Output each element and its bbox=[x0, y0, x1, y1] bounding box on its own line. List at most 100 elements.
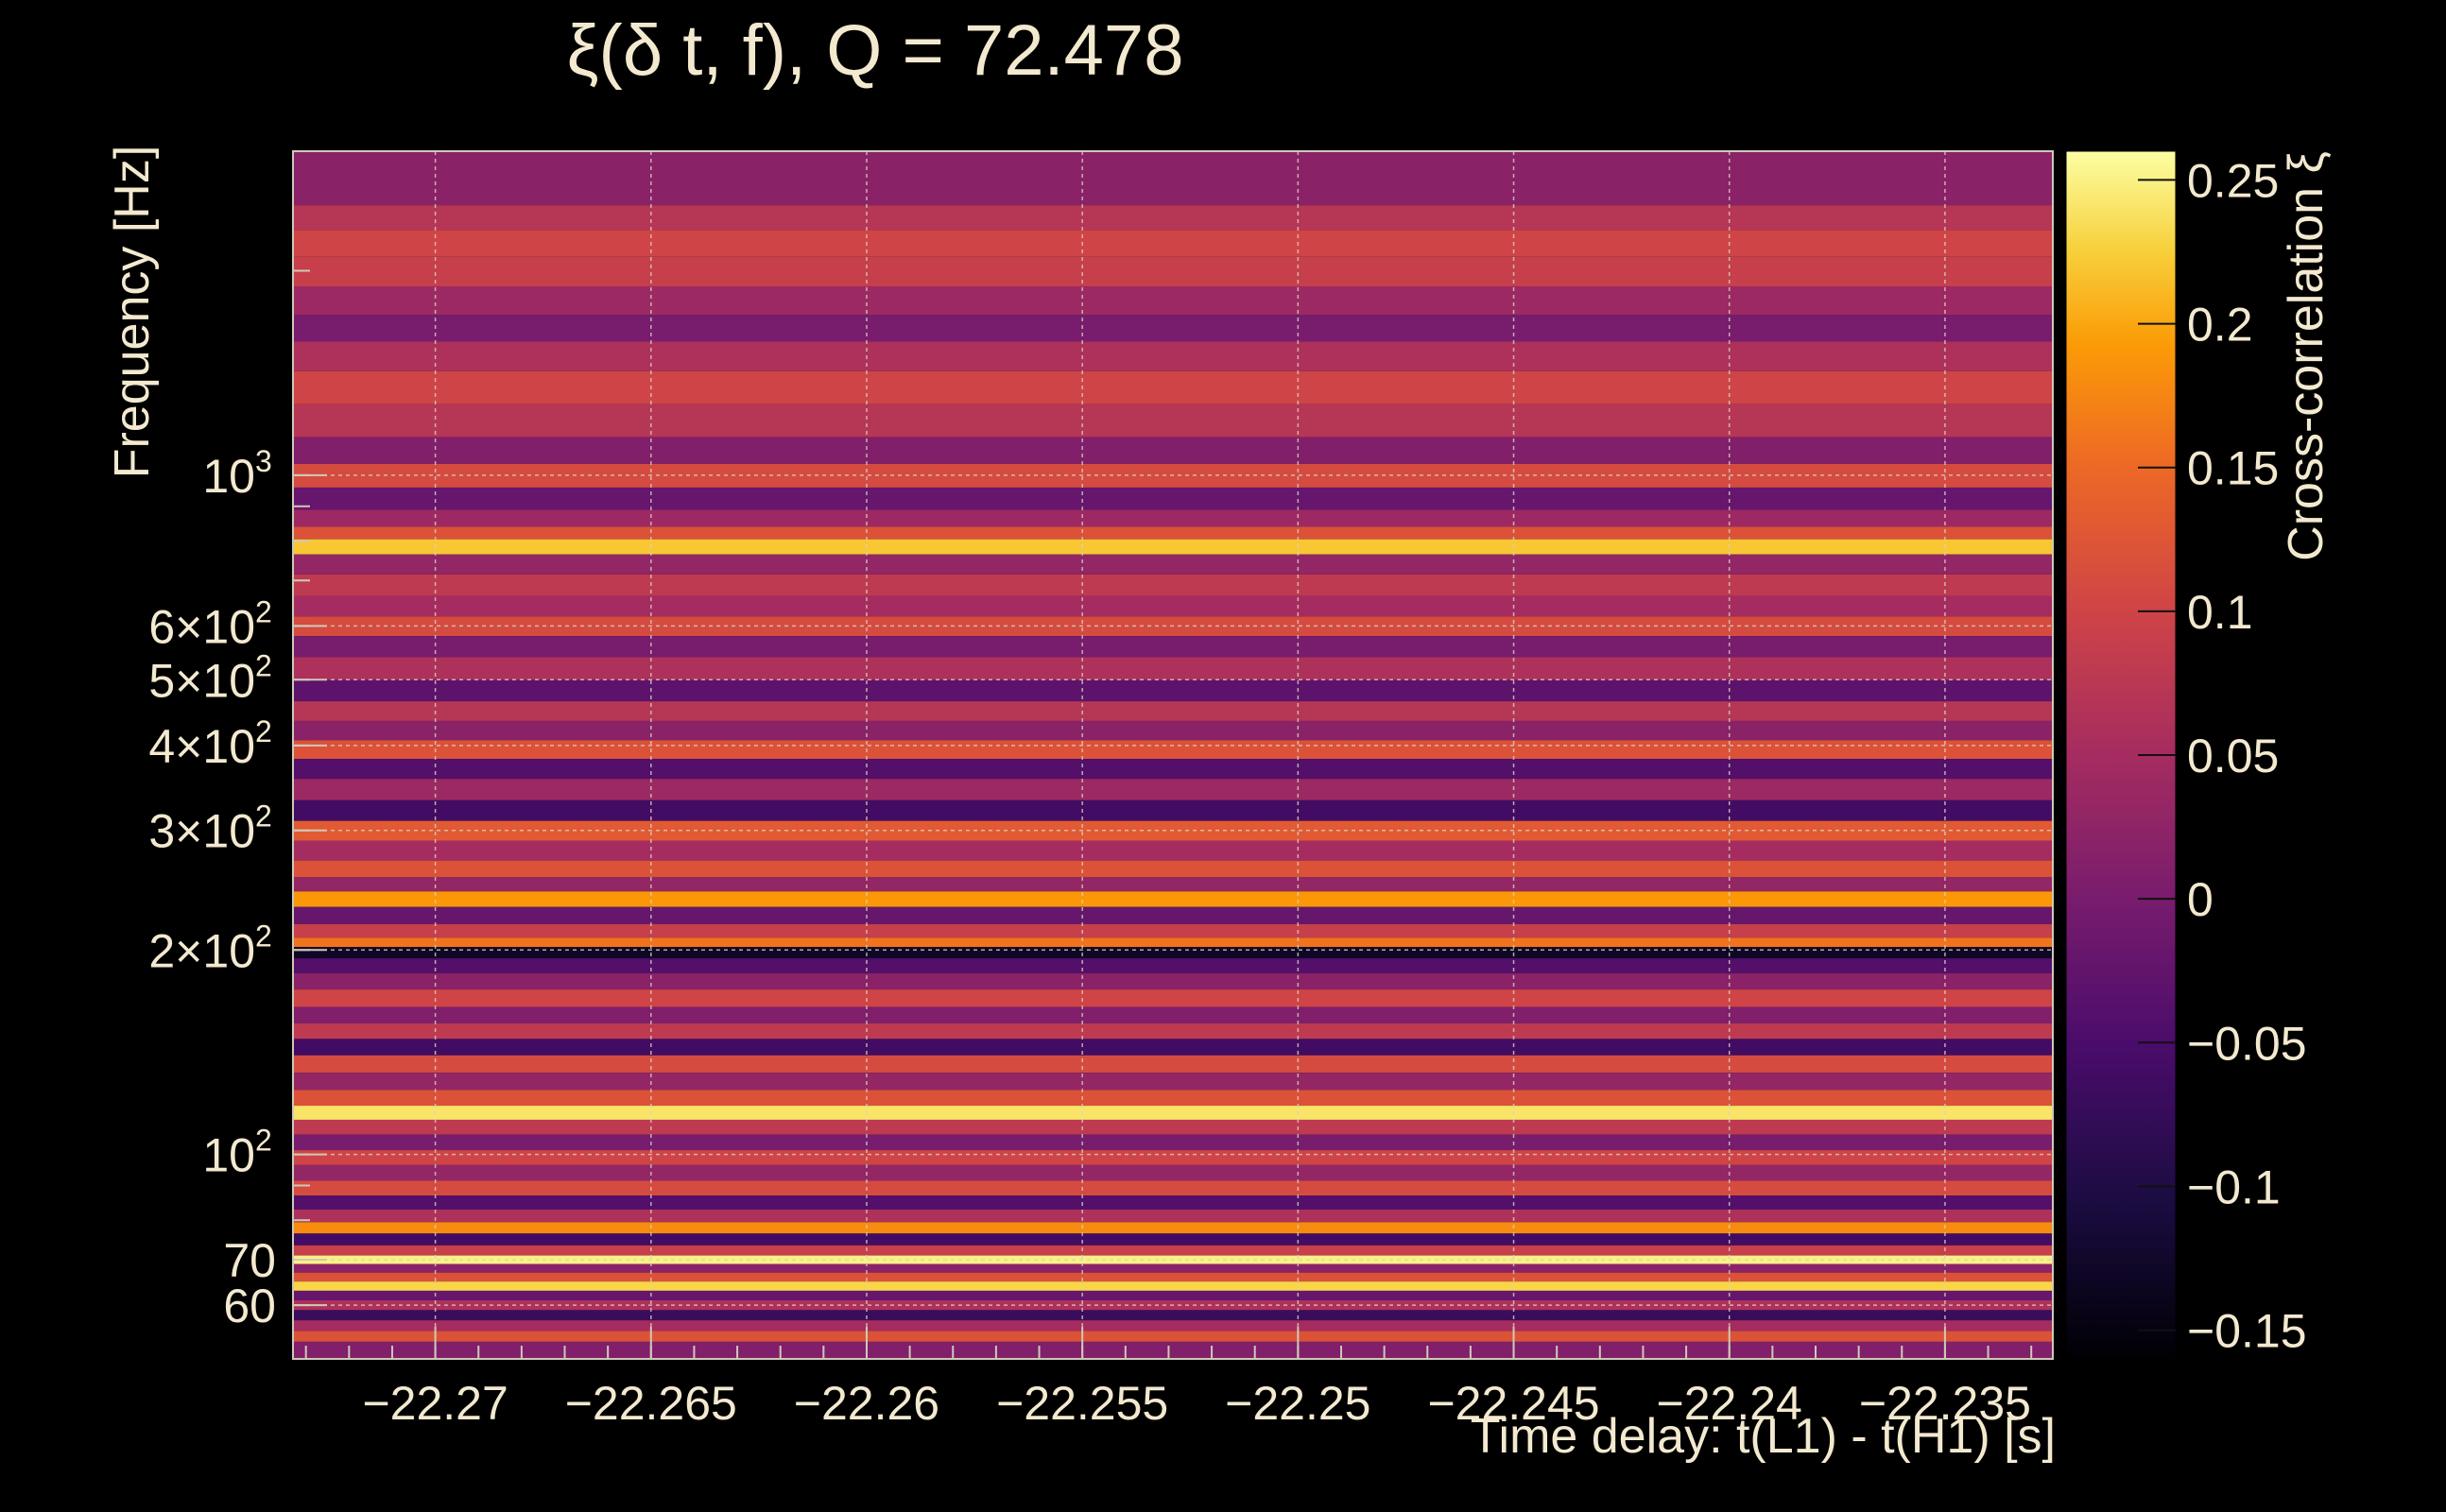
heatmap-row bbox=[293, 230, 2053, 257]
heatmap-row bbox=[293, 1119, 2053, 1135]
heatmap-row bbox=[293, 877, 2053, 892]
y-tick-exponent: 2 bbox=[255, 919, 272, 953]
heatmap-row bbox=[293, 657, 2053, 680]
heatmap-row bbox=[293, 799, 2053, 821]
y-tick-exponent: 2 bbox=[255, 1124, 272, 1158]
colorbar-tick-label: −0.05 bbox=[2187, 1017, 2307, 1070]
y-tick-exponent: 2 bbox=[255, 799, 272, 833]
heatmap-row bbox=[293, 740, 2053, 760]
heatmap-row bbox=[293, 1180, 2053, 1196]
x-tick-label: −22.255 bbox=[996, 1377, 1168, 1430]
heatmap-row bbox=[293, 404, 2053, 438]
heatmap-row bbox=[293, 891, 2053, 907]
heatmap-row bbox=[293, 1310, 2053, 1321]
heatmap-row bbox=[293, 1055, 2053, 1074]
heatmap-row bbox=[293, 1263, 2053, 1273]
heatmap-row bbox=[293, 1022, 2053, 1040]
heatmap-row bbox=[293, 906, 2053, 924]
y-tick-exponent: 2 bbox=[255, 594, 272, 628]
heatmap-row bbox=[293, 679, 2053, 702]
x-axis-label: Time delay: t(L1) - t(H1) [s] bbox=[1470, 1409, 2056, 1464]
x-tick-label: −22.26 bbox=[794, 1377, 939, 1430]
heatmap-row bbox=[293, 151, 2053, 206]
heatmap-row bbox=[293, 840, 2053, 861]
y-tick-label: 70 bbox=[223, 1234, 276, 1287]
heatmap-row bbox=[293, 437, 2053, 464]
y-tick-label: 10 bbox=[202, 1129, 255, 1182]
heatmap-row bbox=[293, 595, 2053, 617]
heatmap-row bbox=[293, 701, 2053, 721]
heatmap-row bbox=[293, 526, 2053, 540]
heatmap-row bbox=[293, 539, 2053, 555]
chart-title: ξ(δ t, f), Q = 72.478 bbox=[566, 10, 1184, 91]
heatmap-row bbox=[293, 315, 2053, 342]
x-axis-ticks: −22.27 −22.265 −22.26 −22.255 −22.25 −22.245 −… bbox=[304, 1327, 2033, 1430]
heatmap-row bbox=[293, 370, 2053, 404]
heatmap-row bbox=[293, 256, 2053, 287]
colorbar-tick-label: −0.1 bbox=[2187, 1160, 2281, 1213]
heatmap-row bbox=[293, 937, 2053, 948]
heatmap-row bbox=[293, 574, 2053, 596]
y-tick-label: 4×10 bbox=[148, 720, 255, 773]
x-tick-label: −22.27 bbox=[362, 1377, 508, 1430]
heatmap-row bbox=[293, 1233, 2053, 1246]
heatmap-row bbox=[293, 1134, 2053, 1151]
heatmap-row bbox=[293, 1150, 2053, 1165]
heatmap-cells bbox=[293, 151, 2053, 1359]
y-axis-label: Frequency [Hz] bbox=[105, 145, 160, 479]
x-tick-label: −22.265 bbox=[565, 1377, 737, 1430]
heatmap-row bbox=[293, 1281, 2053, 1291]
heatmap-row bbox=[293, 1209, 2053, 1223]
y-tick-label: 10 bbox=[202, 450, 255, 503]
y-tick-label: 6×10 bbox=[148, 600, 255, 653]
heatmap-row bbox=[293, 1006, 2053, 1023]
colorbar-tick-label: 0.1 bbox=[2187, 586, 2253, 639]
grid-lines bbox=[293, 151, 2053, 1359]
colorbar-tick-label: −0.15 bbox=[2187, 1305, 2307, 1358]
colorbar-label: Cross-correlation ξ bbox=[2279, 151, 2334, 561]
heatmap-row bbox=[293, 1073, 2053, 1091]
colorbar-tick-label: 0.25 bbox=[2187, 154, 2279, 207]
colorbar-ticks: 0.25 0.2 0.15 0.1 0.05 0 −0.05 −0.1 −0.15 bbox=[2138, 154, 2307, 1358]
plot-frame bbox=[292, 150, 2054, 1360]
heatmap-row bbox=[293, 1290, 2053, 1300]
heatmap-row bbox=[293, 205, 2053, 231]
heatmap-row bbox=[293, 1331, 2053, 1342]
heatmap-row bbox=[293, 554, 2053, 575]
heatmap-row bbox=[293, 1245, 2053, 1256]
heatmap-row bbox=[293, 1039, 2053, 1056]
heatmap-row bbox=[293, 989, 2053, 1007]
heatmap-row bbox=[293, 286, 2053, 316]
y-tick-exponent: 2 bbox=[255, 648, 272, 682]
x-tick-label: −22.24 bbox=[1657, 1377, 1802, 1430]
colorbar-tick-label: 0.15 bbox=[2187, 442, 2279, 495]
heatmap-row bbox=[293, 759, 2053, 780]
heatmap-row bbox=[293, 923, 2053, 938]
heatmap-row bbox=[293, 509, 2053, 527]
heatmap-row bbox=[293, 972, 2053, 990]
y-tick-exponent: 2 bbox=[255, 714, 272, 748]
y-tick-label: 60 bbox=[223, 1280, 276, 1332]
x-tick-label: −22.25 bbox=[1225, 1377, 1370, 1430]
colorbar-tick-label: 0.05 bbox=[2187, 730, 2279, 782]
heatmap-row bbox=[293, 958, 2053, 973]
x-tick-label: −22.235 bbox=[1859, 1377, 2031, 1430]
x-tick-label: −22.245 bbox=[1427, 1377, 1599, 1430]
heatmap-row bbox=[293, 487, 2053, 510]
y-tick-label: 3×10 bbox=[148, 805, 255, 858]
y-tick-label: 2×10 bbox=[148, 924, 255, 977]
heatmap-row bbox=[293, 1222, 2053, 1234]
heatmap-row bbox=[293, 1272, 2053, 1282]
heatmap-row bbox=[293, 860, 2053, 878]
heatmap-row bbox=[293, 636, 2053, 658]
heatmap-row bbox=[293, 720, 2053, 741]
colorbar-tick-label: 0.2 bbox=[2187, 299, 2253, 352]
heatmap-row bbox=[293, 947, 2053, 959]
y-tick-exponent: 3 bbox=[255, 444, 272, 478]
y-tick-label: 5×10 bbox=[148, 654, 255, 707]
heatmap-row bbox=[293, 1320, 2053, 1332]
heatmap-row bbox=[293, 341, 2053, 371]
colorbar-tick-label: 0 bbox=[2187, 873, 2213, 926]
